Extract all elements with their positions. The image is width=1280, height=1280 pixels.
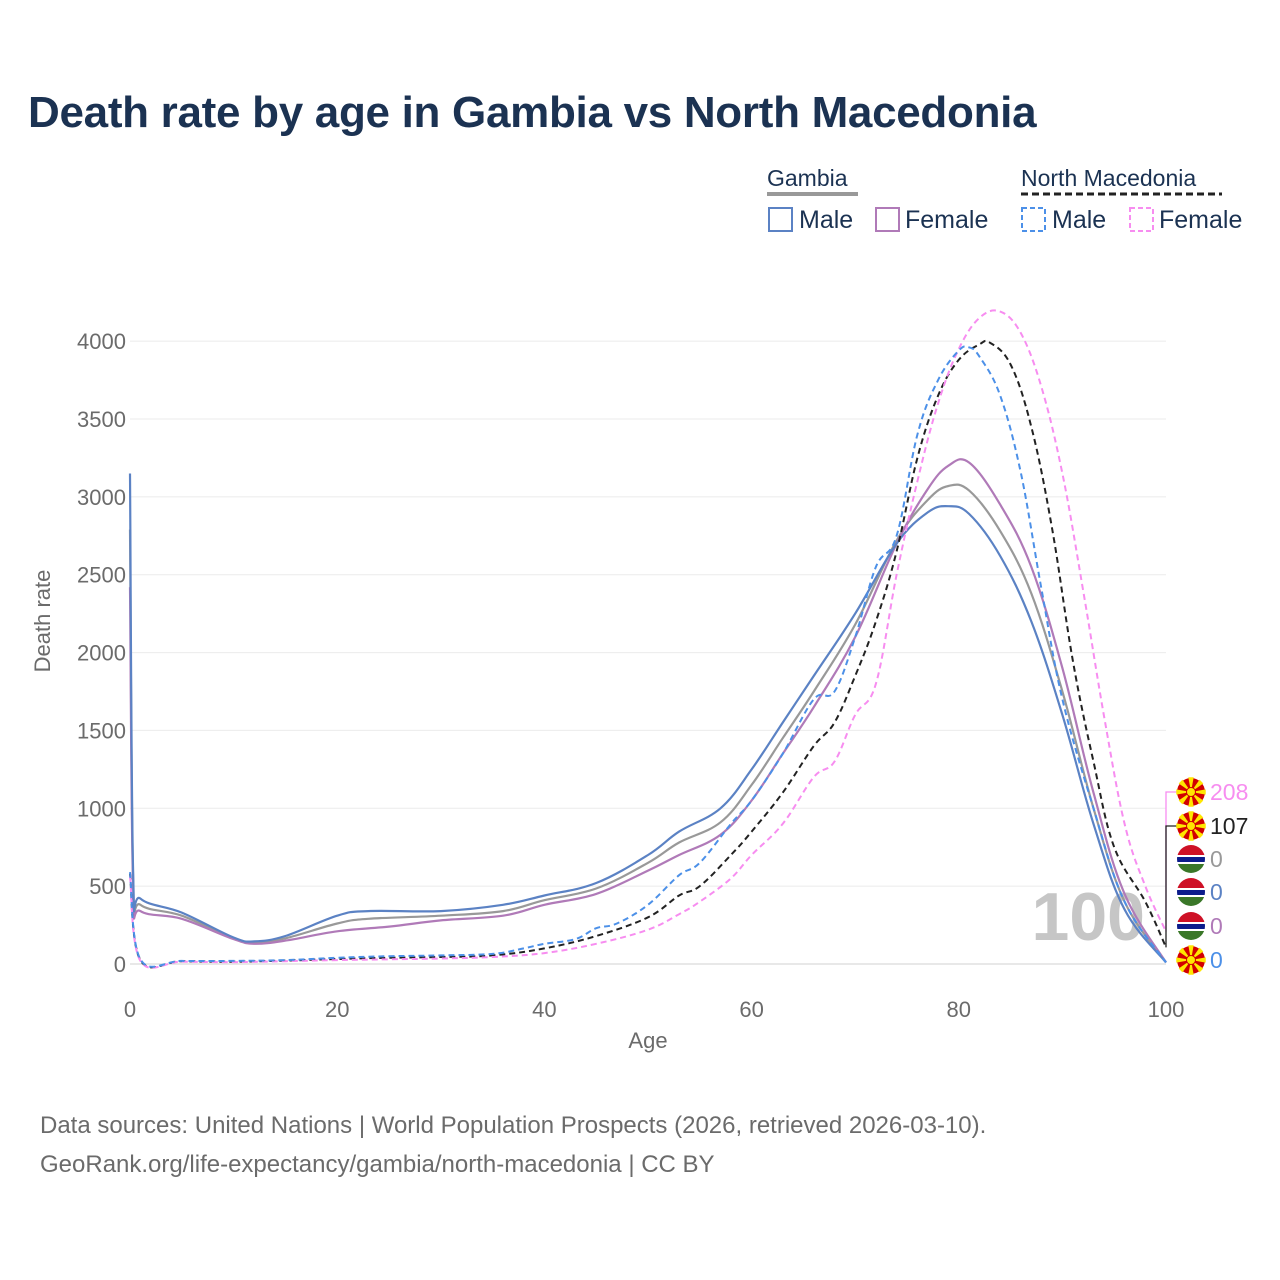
year-watermark: 100 [1032,879,1145,955]
y-tick-label: 0 [114,952,126,977]
data-source-note: Data sources: United Nations | World Pop… [40,1112,987,1139]
chart-title: Death rate by age in Gambia vs North Mac… [28,88,1037,137]
y-tick-label: 4000 [77,329,126,354]
x-tick-label: 40 [532,997,556,1022]
x-tick-label: 20 [325,997,349,1022]
end-label-connector-north-macedonia-female [1165,791,1177,932]
end-label-gambia-male: 0 [1210,879,1223,905]
x-tick-label: 80 [947,997,971,1022]
x-tick-label: 0 [124,997,136,1022]
north-macedonia-flag-icon [1176,945,1206,975]
gridlines [130,340,1166,965]
legend-label-north-macedonia-female[interactable]: Female [1159,206,1242,234]
series-line-gambia-total[interactable] [128,483,1167,964]
y-tick-label: 3000 [77,485,126,510]
end-label-gambia-female: 0 [1210,913,1223,939]
series-line-north-macedonia-total[interactable] [129,339,1167,969]
x-tick-label: 60 [739,997,763,1022]
y-tick-label: 3500 [77,407,126,432]
legend: Gambia Male Female North Macedonia Male … [767,165,1242,234]
footer: Data sources: United Nations | World Pop… [40,1106,986,1184]
north-macedonia-flag-icon [1176,777,1206,807]
legend-swatch-gambia-female [875,207,900,232]
y-axis-ticks: 0 500 1000 1500 2000 2500 3000 3500 4000 [77,329,126,977]
x-axis-ticks: 0 20 40 60 80 100 [124,997,1184,1022]
series-line-north-macedonia-female[interactable] [129,309,1167,969]
gambia-flag-icon [1177,878,1205,906]
end-labels: 208 107 0 0 0 0 [1165,777,1248,975]
legend-label-gambia-female[interactable]: Female [905,206,988,234]
end-label-north-macedonia-male: 0 [1210,947,1223,973]
y-tick-label: 2000 [77,641,126,666]
y-tick-label: 500 [89,874,126,899]
y-tick-label: 1500 [77,718,126,743]
end-label-north-macedonia-female: 208 [1210,779,1248,805]
series-line-north-macedonia-male[interactable] [129,345,1167,968]
legend-label-north-macedonia-male[interactable]: Male [1052,206,1106,234]
credit-link[interactable]: GeoRank.org/life-expectancy/gambia/north… [40,1151,715,1178]
gambia-flag-icon [1177,845,1205,873]
legend-swatch-gambia-male [768,207,793,232]
chart: Gambia Male Female North Macedonia Male … [30,165,1248,1053]
y-tick-label: 2500 [77,563,126,588]
y-axis-title: Death rate [30,570,55,673]
series-line-gambia-female[interactable] [128,458,1167,963]
y-tick-label: 1000 [77,796,126,821]
end-label-gambia-total: 0 [1210,846,1223,872]
x-tick-label: 100 [1148,997,1185,1022]
legend-group-gambia: Gambia [767,165,848,191]
series-lines [128,309,1167,969]
legend-group-north-macedonia: North Macedonia [1021,165,1196,191]
end-label-north-macedonia-total: 107 [1210,813,1248,839]
end-label-connector-north-macedonia-total [1165,825,1177,948]
legend-swatch-north-macedonia-female [1129,207,1154,232]
legend-swatch-north-macedonia-male [1021,207,1046,232]
north-macedonia-flag-icon [1176,811,1206,841]
series-line-gambia-male[interactable] [128,473,1167,964]
legend-label-gambia-male[interactable]: Male [799,206,853,234]
x-axis-title: Age [628,1028,667,1053]
gambia-flag-icon [1177,912,1205,940]
